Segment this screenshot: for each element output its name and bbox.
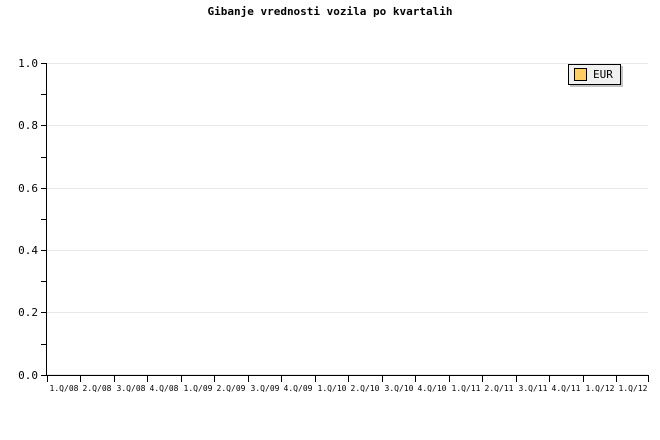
x-axis-label-13: 2.Q/11: [484, 384, 514, 393]
y-axis-label-1.0: 1.0: [18, 57, 38, 70]
x-tick-5: [214, 376, 215, 382]
x-tick-6: [248, 376, 249, 382]
x-axis-label-11: 4.Q/10: [417, 384, 447, 393]
x-tick-10: [382, 376, 383, 382]
x-axis-label-9: 2.Q/10: [350, 384, 380, 393]
x-tick-13: [482, 376, 483, 382]
x-axis-label-2: 3.Q/08: [116, 384, 146, 393]
x-tick-7: [281, 376, 282, 382]
gridline-0.8: [47, 125, 648, 126]
x-tick-0: [47, 376, 48, 382]
x-axis-label-7: 4.Q/09: [283, 384, 313, 393]
chart-legend[interactable]: EUR: [568, 64, 621, 85]
x-axis-label-4: 1.Q/09: [183, 384, 213, 393]
y-tick-minor-0.1: [41, 344, 46, 345]
y-tick-minor-0.7: [41, 157, 46, 158]
x-axis-label-16: 1.Q/12: [585, 384, 615, 393]
x-tick-8: [315, 376, 316, 382]
gridline-1.0: [47, 63, 648, 64]
y-axis-label-0.6: 0.6: [18, 182, 38, 195]
y-tick-minor-0.9: [41, 94, 46, 95]
legend-label-eur: EUR: [593, 67, 613, 81]
x-axis-line: [46, 375, 649, 376]
y-tick-minor-0.5: [41, 219, 46, 220]
y-tick-0.2: [41, 312, 46, 313]
y-tick-minor-0.3: [41, 281, 46, 282]
gridline-0.6: [47, 188, 648, 189]
y-tick-1.0: [41, 63, 46, 64]
x-axis-label-10: 3.Q/10: [384, 384, 414, 393]
x-tick-2: [114, 376, 115, 382]
y-axis-label-0.2: 0.2: [18, 306, 38, 319]
y-axis-label-0.4: 0.4: [18, 244, 38, 257]
y-tick-0.4: [41, 250, 46, 251]
y-axis-label-0.0: 0.0: [18, 369, 38, 382]
y-tick-0.0: [41, 375, 46, 376]
x-axis-label-5: 2.Q/09: [216, 384, 246, 393]
y-axis-line: [46, 63, 47, 376]
x-tick-9: [348, 376, 349, 382]
x-axis-label-12: 1.Q/11: [451, 384, 481, 393]
x-axis-label-6: 3.Q/09: [250, 384, 280, 393]
x-tick-17: [616, 376, 617, 382]
x-axis-label-14: 3.Q/11: [518, 384, 548, 393]
x-tick-15: [549, 376, 550, 382]
x-tick-18: [648, 376, 649, 382]
x-tick-14: [516, 376, 517, 382]
x-tick-11: [415, 376, 416, 382]
plot-area: [47, 63, 648, 375]
x-axis-label-8: 1.Q/10: [317, 384, 347, 393]
gridline-0.0: [47, 374, 648, 375]
x-tick-16: [583, 376, 584, 382]
x-axis-label-1: 2.Q/08: [82, 384, 112, 393]
x-tick-1: [80, 376, 81, 382]
y-tick-0.8: [41, 125, 46, 126]
chart-title: Gibanje vrednosti vozila po kvartalih: [207, 5, 453, 18]
x-tick-12: [449, 376, 450, 382]
legend-swatch-eur-icon: [574, 68, 587, 81]
x-axis-label-17: 1.Q/12: [618, 384, 648, 393]
y-tick-0.6: [41, 188, 46, 189]
gridline-0.2: [47, 312, 648, 313]
y-axis-label-0.8: 0.8: [18, 119, 38, 132]
x-tick-3: [147, 376, 148, 382]
x-axis-label-3: 4.Q/08: [149, 384, 179, 393]
gridline-0.4: [47, 250, 648, 251]
x-axis-label-15: 4.Q/11: [551, 384, 581, 393]
x-tick-4: [181, 376, 182, 382]
x-axis-label-0: 1.Q/08: [49, 384, 79, 393]
